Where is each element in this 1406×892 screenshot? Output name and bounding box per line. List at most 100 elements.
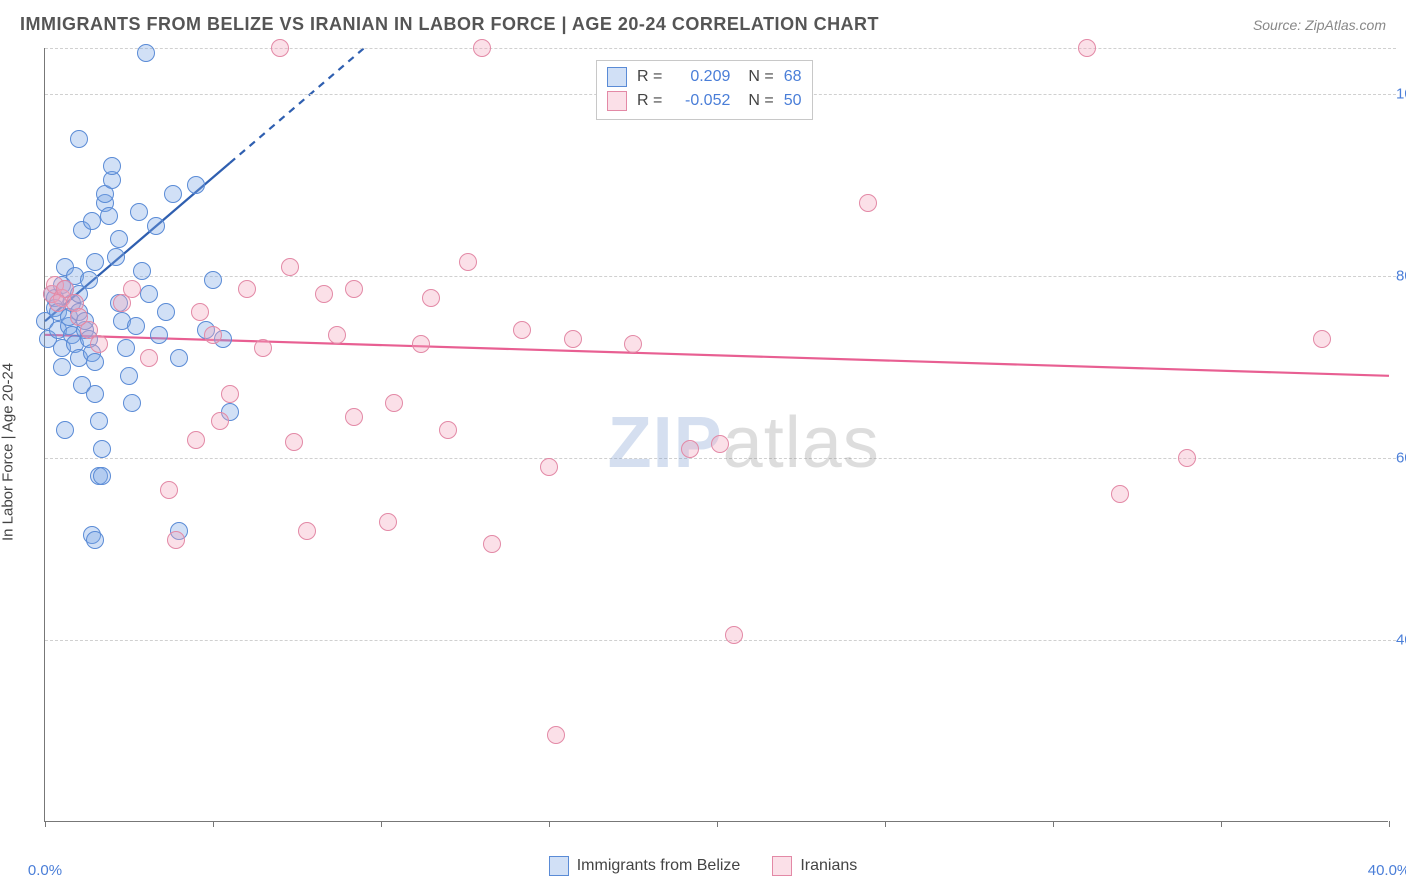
gridline <box>45 640 1396 641</box>
x-tick-mark <box>1221 821 1222 827</box>
y-tick-label: 40.0% <box>1396 631 1406 648</box>
data-point <box>315 285 333 303</box>
source-label: Source: ZipAtlas.com <box>1253 17 1386 33</box>
data-point <box>150 326 168 344</box>
data-point <box>204 326 222 344</box>
gridline <box>45 276 1396 277</box>
data-point <box>271 39 289 57</box>
data-point <box>711 435 729 453</box>
data-point <box>379 513 397 531</box>
data-point <box>86 385 104 403</box>
data-point <box>110 230 128 248</box>
data-point <box>160 481 178 499</box>
data-point <box>123 394 141 412</box>
legend-n-label: N = <box>748 92 773 110</box>
plot-area: 40.0%60.0%80.0%100.0% 0.0%40.0% R =0.209… <box>44 48 1388 822</box>
legend-swatch <box>772 856 792 876</box>
data-point <box>53 358 71 376</box>
data-point <box>513 321 531 339</box>
data-point <box>86 253 104 271</box>
data-point <box>254 339 272 357</box>
y-tick-label: 60.0% <box>1396 449 1406 466</box>
data-point <box>130 203 148 221</box>
legend-top: R =0.209N =68R =-0.052N =50 <box>596 60 812 120</box>
data-point <box>345 280 363 298</box>
legend-n-label: N = <box>748 68 773 86</box>
data-point <box>298 522 316 540</box>
data-point <box>56 421 74 439</box>
data-point <box>483 535 501 553</box>
x-tick-mark <box>1389 821 1390 827</box>
data-point <box>120 367 138 385</box>
data-point <box>100 207 118 225</box>
legend-r-label: R = <box>637 92 662 110</box>
gridline <box>45 48 1396 49</box>
data-point <box>439 421 457 439</box>
data-point <box>103 157 121 175</box>
data-point <box>170 349 188 367</box>
data-point <box>540 458 558 476</box>
legend-swatch <box>549 856 569 876</box>
data-point <box>624 335 642 353</box>
data-point <box>80 271 98 289</box>
data-point <box>238 280 256 298</box>
legend-row: R = -0.052 N = 50 <box>607 89 801 113</box>
y-tick-label: 100.0% <box>1396 85 1406 102</box>
data-point <box>187 176 205 194</box>
data-point <box>167 531 185 549</box>
data-point <box>137 44 155 62</box>
data-point <box>211 412 229 430</box>
data-point <box>107 248 125 266</box>
data-point <box>564 330 582 348</box>
data-point <box>422 289 440 307</box>
data-point <box>187 431 205 449</box>
data-point <box>90 412 108 430</box>
data-point <box>345 408 363 426</box>
x-tick-mark <box>885 821 886 827</box>
chart-title: IMMIGRANTS FROM BELIZE VS IRANIAN IN LAB… <box>20 14 879 35</box>
data-point <box>191 303 209 321</box>
data-point <box>547 726 565 744</box>
data-point <box>328 326 346 344</box>
data-point <box>90 335 108 353</box>
data-point <box>147 217 165 235</box>
data-point <box>1178 449 1196 467</box>
y-tick-label: 80.0% <box>1396 267 1406 284</box>
data-point <box>385 394 403 412</box>
legend-r-value: 0.209 <box>672 68 730 86</box>
data-point <box>221 385 239 403</box>
source-link[interactable]: ZipAtlas.com <box>1305 17 1386 33</box>
data-point <box>127 317 145 335</box>
x-tick-mark <box>1053 821 1054 827</box>
legend-swatch <box>607 67 627 87</box>
data-point <box>140 349 158 367</box>
data-point <box>412 335 430 353</box>
data-point <box>164 185 182 203</box>
x-tick-mark <box>717 821 718 827</box>
legend-n-value: 50 <box>784 92 802 110</box>
x-tick-mark <box>213 821 214 827</box>
data-point <box>1078 39 1096 57</box>
x-tick-mark <box>549 821 550 827</box>
legend-r-value: -0.052 <box>672 92 730 110</box>
data-point <box>86 353 104 371</box>
data-point <box>49 294 67 312</box>
data-point <box>93 440 111 458</box>
legend-bottom: Immigrants from BelizeIranians <box>0 856 1406 876</box>
data-point <box>281 258 299 276</box>
legend-r-label: R = <box>637 68 662 86</box>
x-tick-mark <box>381 821 382 827</box>
legend-bottom-item: Immigrants from Belize <box>549 856 741 876</box>
x-tick-mark <box>45 821 46 827</box>
y-axis-label: In Labor Force | Age 20-24 <box>0 363 17 541</box>
data-point <box>157 303 175 321</box>
legend-swatch <box>607 91 627 111</box>
data-point <box>681 440 699 458</box>
legend-row: R =0.209N =68 <box>607 65 801 89</box>
data-point <box>140 285 158 303</box>
data-point <box>859 194 877 212</box>
data-point <box>473 39 491 57</box>
data-point <box>70 308 88 326</box>
data-point <box>93 467 111 485</box>
data-point <box>285 433 303 451</box>
